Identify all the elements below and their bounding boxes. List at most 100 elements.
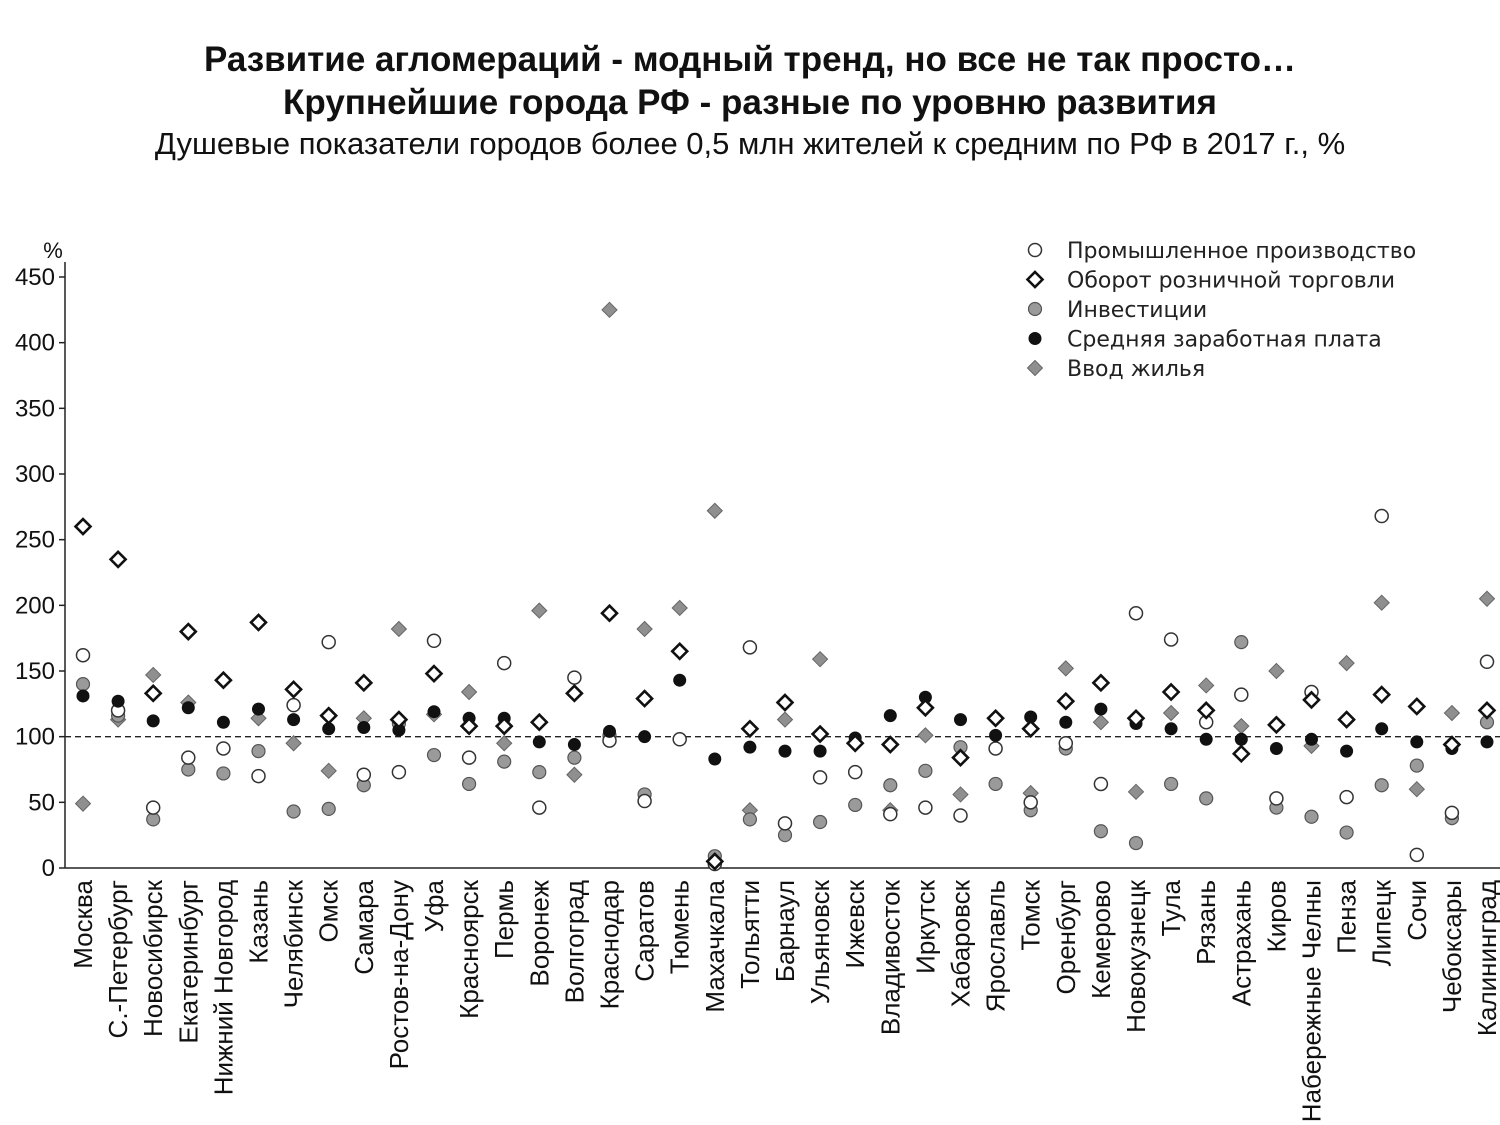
x-tick-label: Астрахань — [1226, 880, 1256, 1006]
data-point — [670, 641, 690, 661]
x-tick-label: Томск — [1016, 879, 1046, 950]
legend-marker — [1025, 270, 1045, 289]
data-point — [1302, 690, 1321, 710]
x-tick-label: Ростов-на-Дону — [384, 880, 414, 1069]
data-point — [883, 806, 898, 822]
slide-header: Развитие агломераций - модный тренд, но … — [0, 38, 1500, 164]
data-point — [883, 778, 898, 793]
x-tick-label: Набережные Челны — [1297, 880, 1327, 1122]
x-tick-label: Саратов — [630, 880, 660, 982]
data-point — [811, 650, 829, 668]
data-point — [1234, 687, 1249, 702]
data-point — [181, 750, 196, 765]
data-point — [636, 620, 653, 638]
data-point — [778, 744, 792, 758]
data-point — [916, 698, 935, 718]
data-point — [1267, 715, 1286, 735]
data-point — [427, 705, 441, 719]
data-point — [287, 713, 301, 727]
data-point — [1128, 835, 1144, 851]
data-point — [321, 801, 336, 817]
data-point — [1234, 732, 1248, 746]
data-point — [1373, 594, 1390, 611]
y-tick-label: 200 — [15, 592, 55, 619]
data-point — [742, 640, 758, 655]
data-point — [1374, 778, 1389, 793]
data-point — [1161, 682, 1181, 702]
x-tick-label: Хабаровск — [946, 879, 976, 1007]
x-tick-label: Красноярск — [454, 879, 484, 1018]
data-point — [671, 599, 688, 617]
data-point — [1093, 776, 1109, 792]
data-point — [708, 752, 722, 766]
x-tick-label: Рязань — [1191, 880, 1221, 965]
x-tick-label: Волгоград — [559, 880, 589, 1003]
data-point — [532, 735, 546, 749]
data-point — [252, 702, 265, 716]
data-point — [532, 765, 547, 780]
data-point — [285, 735, 302, 752]
x-tick-label: Москва — [68, 879, 98, 968]
data-point — [1337, 710, 1356, 729]
data-point — [321, 634, 336, 650]
data-point — [75, 677, 91, 692]
data-point — [494, 716, 514, 736]
data-point — [214, 670, 233, 690]
x-tick-label: Тула — [1156, 879, 1186, 936]
data-point — [813, 744, 827, 758]
data-point — [1479, 654, 1495, 670]
x-tick-label: Омск — [314, 879, 344, 942]
data-point — [953, 808, 968, 823]
data-point — [1480, 735, 1494, 749]
data-point — [600, 603, 619, 623]
x-tick-label: Липецк — [1367, 879, 1397, 966]
data-point — [565, 683, 584, 703]
legend-entry: Оборот розничной торговли — [1067, 269, 1395, 294]
data-point — [1407, 697, 1427, 716]
x-tick-label: Сочи — [1402, 880, 1432, 941]
data-point — [144, 666, 162, 684]
data-point — [742, 812, 758, 827]
data-point — [777, 828, 793, 843]
data-point — [216, 715, 230, 729]
data-point — [529, 712, 549, 732]
data-point — [146, 812, 161, 827]
data-point — [1199, 732, 1213, 746]
data-point — [216, 741, 231, 756]
data-point — [1374, 508, 1389, 524]
data-point — [567, 738, 581, 752]
data-point — [319, 706, 339, 725]
data-point — [1094, 702, 1108, 716]
data-point — [1478, 590, 1496, 607]
data-point — [883, 709, 897, 723]
data-point — [462, 776, 477, 792]
x-tick-label: С.-Петербург — [103, 880, 133, 1038]
x-tick-label: Оренбург — [1051, 880, 1081, 994]
data-point — [354, 673, 374, 693]
data-point — [567, 750, 582, 765]
data-point — [1164, 722, 1178, 736]
data-point — [810, 724, 830, 744]
x-tick-label: Нижний Новгород — [208, 880, 238, 1095]
data-point — [461, 750, 477, 765]
x-tick-label: Уфа — [419, 879, 449, 932]
legend-marker — [1027, 301, 1043, 317]
x-tick-label: Тольятти — [735, 880, 765, 989]
data-point — [1304, 809, 1319, 824]
data-point — [1269, 791, 1284, 806]
data-point — [1163, 632, 1179, 647]
data-point — [635, 689, 654, 708]
y-tick-label: 350 — [15, 395, 55, 422]
data-point — [775, 693, 795, 712]
data-point — [776, 711, 794, 728]
data-point — [532, 800, 547, 815]
data-point — [603, 724, 616, 738]
data-point — [497, 754, 512, 769]
data-point — [845, 733, 865, 753]
data-point — [1093, 824, 1109, 839]
data-point — [1375, 722, 1389, 736]
y-tick-label: 150 — [15, 658, 55, 685]
data-point — [178, 622, 198, 641]
data-point — [1128, 605, 1144, 621]
data-point — [1268, 662, 1285, 680]
